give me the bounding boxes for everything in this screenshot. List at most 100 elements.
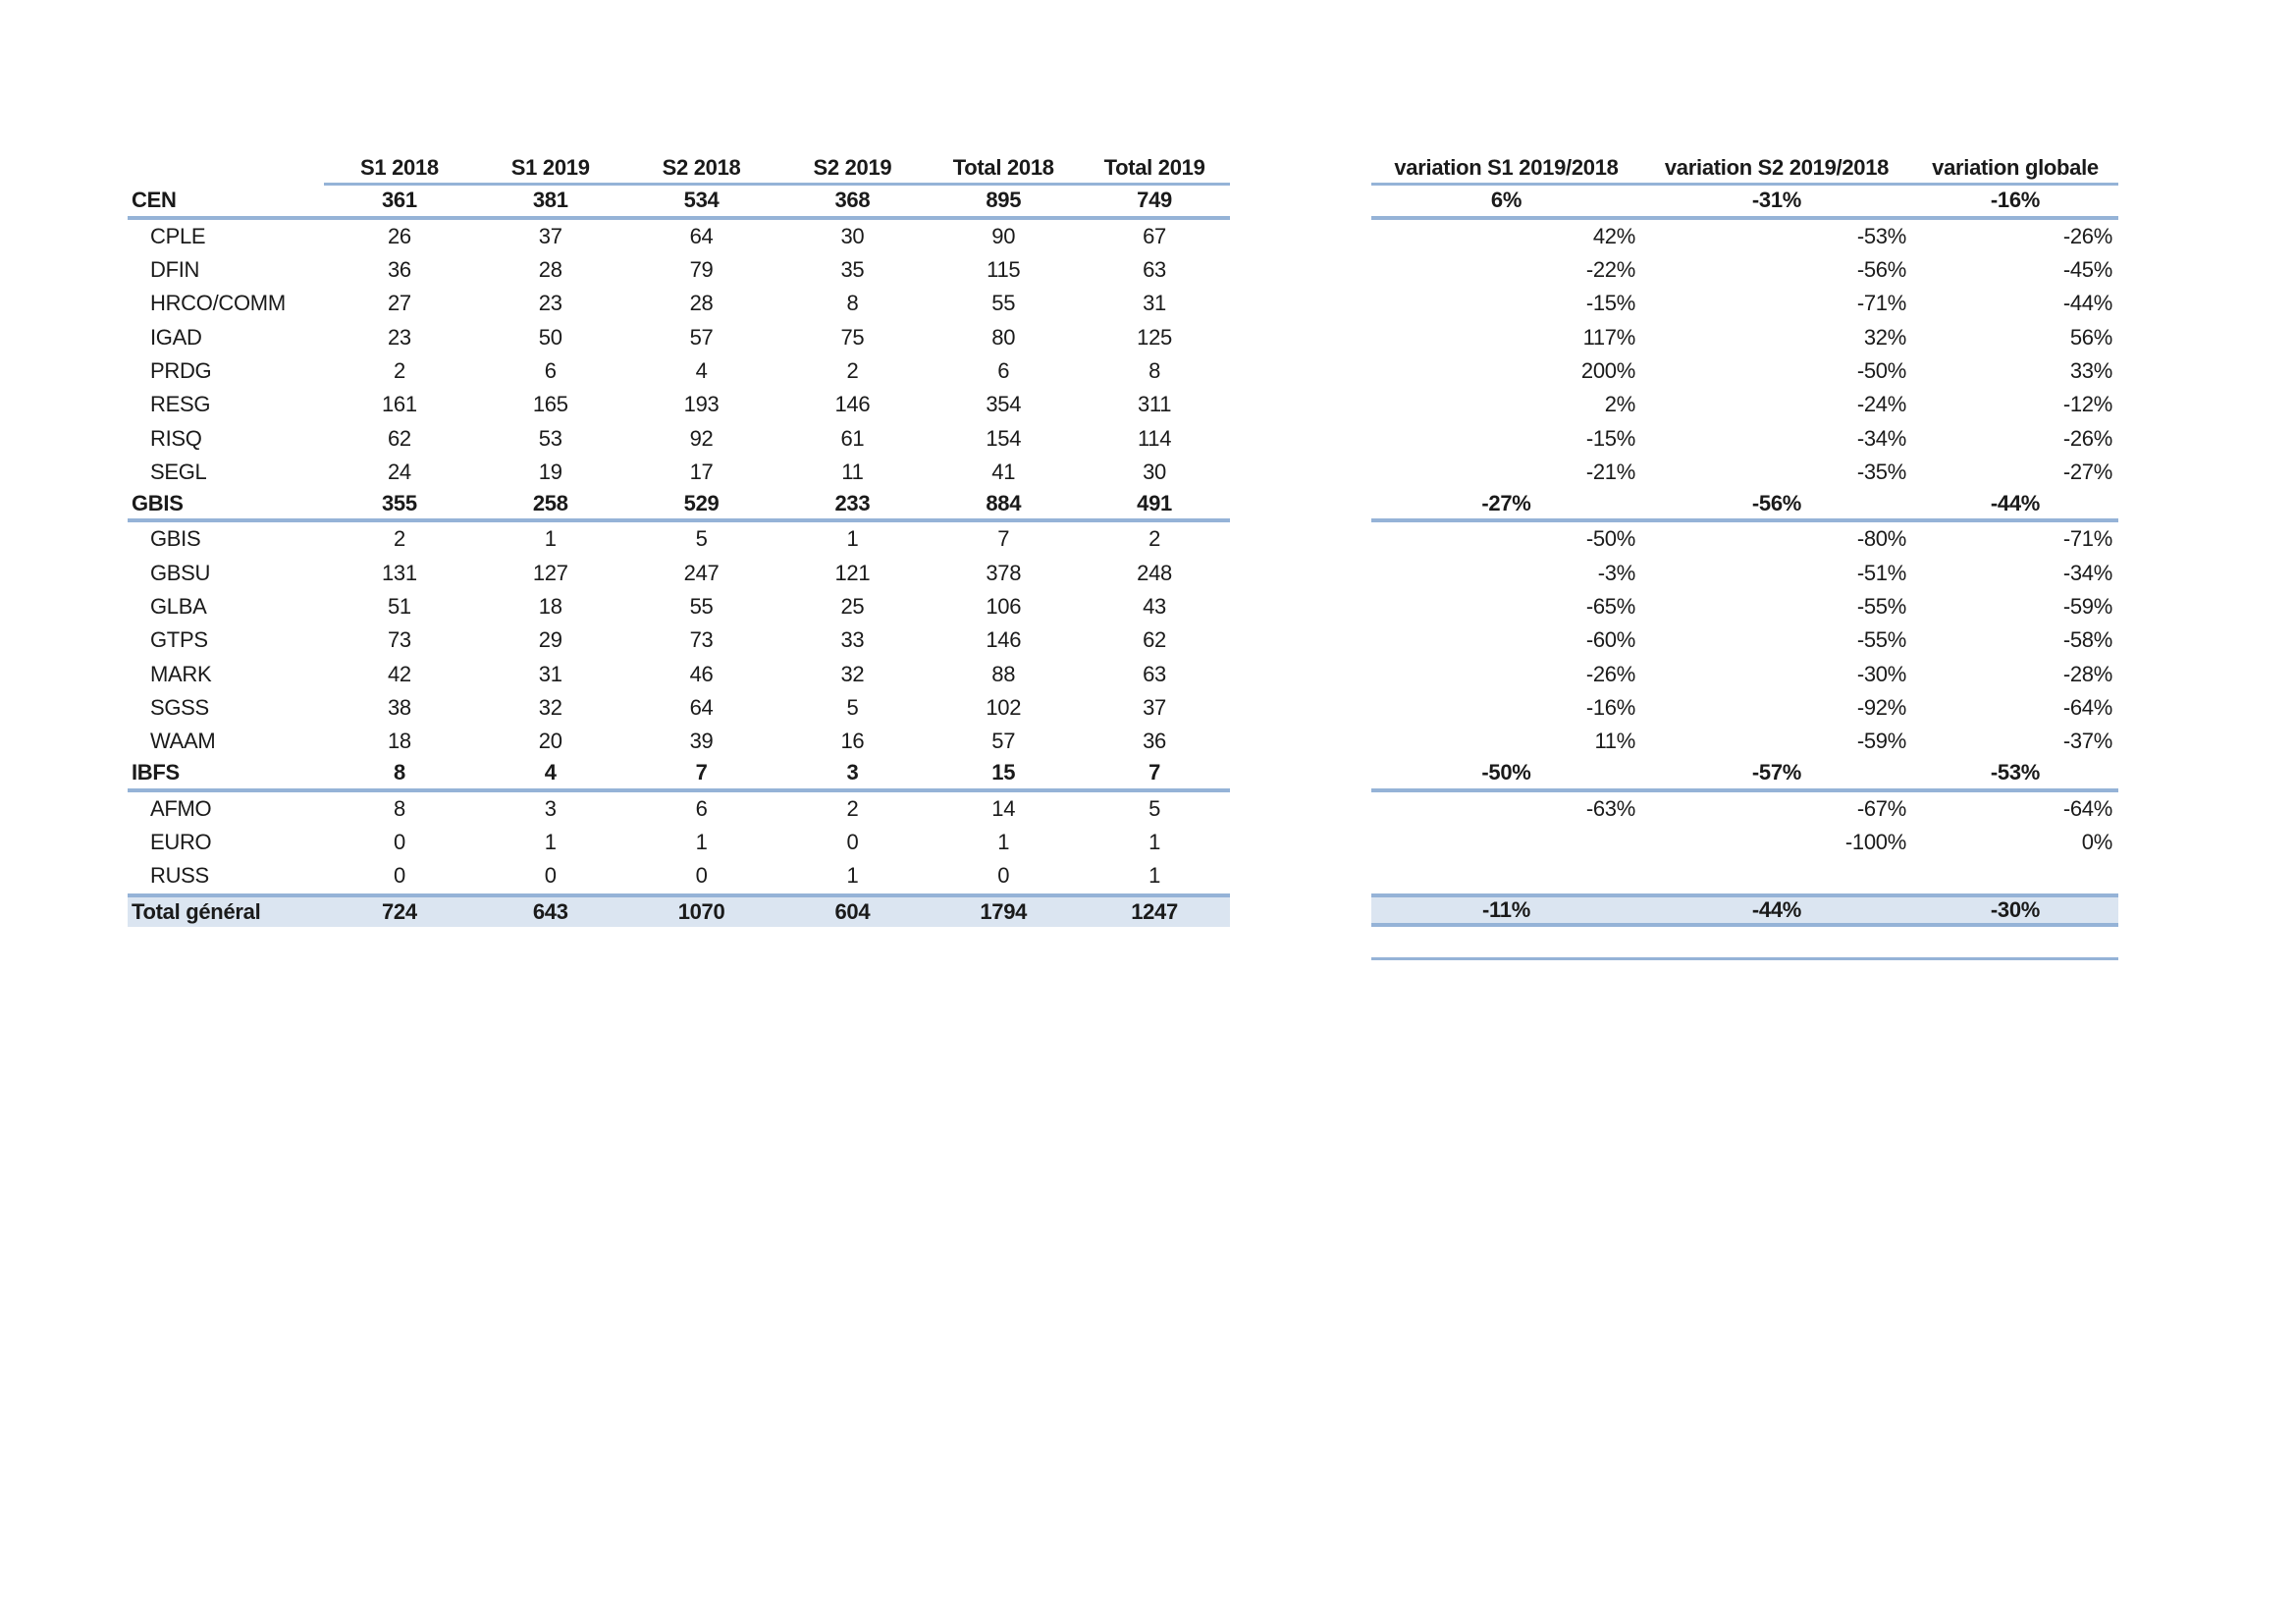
variation-cell (1641, 859, 1912, 893)
value-cell: 102 (986, 694, 1022, 720)
variation-cell: 42% (1592, 223, 1635, 248)
variation-cell: -44% (1990, 491, 2041, 516)
value-cell: 2 (1148, 526, 1161, 552)
variation-cell: -11% (1482, 896, 1530, 922)
counts-rows: CEN 361 381 534 368 895 749 CPLE 26 37 64 30 90 67 DFI… (128, 186, 1230, 927)
variation-cell: -51% (1856, 560, 1906, 585)
value-cell: 46 (689, 661, 714, 686)
value-cell: 67 (1143, 223, 1166, 248)
row-label: DFIN (150, 257, 200, 283)
value-cell: 106 (986, 594, 1022, 619)
value-cell: 26 (387, 223, 411, 248)
value-cell: 32 (840, 661, 865, 686)
variation-cell: -100% (1844, 830, 1906, 855)
row-label: GBIS (150, 526, 201, 552)
variation-cell: -57% (1751, 760, 1802, 785)
value-cell: 1 (846, 526, 859, 552)
row-label: CPLE (150, 223, 206, 248)
value-cell: 24 (387, 459, 411, 484)
variation-cell: -28% (2062, 661, 2112, 686)
value-cell: 0 (846, 830, 859, 855)
table-row: SEGL 24 19 17 11 41 30 (128, 456, 1230, 489)
row-label: AFMO (150, 795, 212, 821)
table-row: -26% -30% -28% (1371, 657, 2118, 690)
table-row: -50% -80% -71% (1371, 522, 2118, 556)
variation-cell: 56% (2069, 324, 2112, 350)
column-header-variation-s2: variation S2 2019/2018 (1664, 154, 1890, 180)
table-row: WAAM 18 20 39 16 57 36 (128, 725, 1230, 758)
value-cell: 33 (840, 627, 865, 653)
value-cell: 529 (683, 491, 720, 516)
value-cell: 73 (689, 627, 714, 653)
row-label: PRDG (150, 357, 212, 383)
variation-cell: -50% (1585, 526, 1635, 552)
variation-cell: -55% (1856, 627, 1906, 653)
table-row: -60% -55% -58% (1371, 623, 2118, 657)
variation-cell: -26% (2062, 425, 2112, 451)
variation-cell: -65% (1585, 594, 1635, 619)
table-row: GTPS 73 29 73 33 146 62 (128, 623, 1230, 657)
value-cell: 5 (846, 694, 859, 720)
variation-cell (1371, 859, 1641, 893)
table-row: -22% -56% -45% (1371, 253, 2118, 287)
counts-header-row: S1 2018 S1 2019 S2 2018 S2 2019 Total 20… (128, 152, 1230, 187)
value-cell: 29 (538, 627, 562, 653)
value-cell: 1 (846, 863, 859, 889)
table-row: IGAD 23 50 57 75 80 125 (128, 320, 1230, 353)
value-cell: 643 (532, 898, 568, 924)
value-cell: 2 (846, 795, 859, 821)
variation-cell: -71% (1856, 291, 1906, 316)
table-row: GLBA 51 18 55 25 106 43 (128, 590, 1230, 623)
variation-cell: 200% (1580, 357, 1635, 383)
value-cell: 1 (695, 830, 708, 855)
row-label: GTPS (150, 627, 208, 653)
value-cell: 121 (834, 560, 871, 585)
column-header-s2-2019: S2 2019 (776, 152, 929, 187)
value-cell: 57 (689, 324, 714, 350)
row-label: GBIS (132, 491, 184, 516)
value-cell: 42 (387, 661, 411, 686)
value-cell: 884 (986, 491, 1022, 516)
row-label: IBFS (132, 760, 180, 785)
variation-cell (1912, 859, 2118, 893)
value-cell: 28 (689, 291, 714, 316)
value-cell: 6 (695, 795, 708, 821)
value-cell: 0 (393, 830, 405, 855)
variation-cell: 6% (1490, 188, 1522, 213)
table-row: -15% -34% -26% (1371, 421, 2118, 455)
variation-cell: -26% (2062, 223, 2112, 248)
value-cell: 63 (1143, 257, 1166, 283)
variation-cell: 11% (1594, 729, 1636, 754)
value-cell: 25 (840, 594, 865, 619)
value-cell: 8 (393, 795, 405, 821)
variation-cell: -92% (1856, 694, 1906, 720)
value-cell: 1 (1148, 830, 1161, 855)
variation-cell: -34% (2062, 560, 2112, 585)
value-cell: 8 (1148, 357, 1161, 383)
variation-cell: -56% (1856, 257, 1906, 283)
table-row: 117% 32% 56% (1371, 320, 2118, 353)
value-cell: 311 (1137, 392, 1172, 417)
value-cell: 8 (393, 760, 405, 785)
value-cell: 92 (689, 425, 714, 451)
table-row: AFMO 8 3 6 2 14 5 (128, 792, 1230, 826)
variation-cell: -21% (1585, 459, 1635, 484)
value-cell: 14 (991, 795, 1016, 821)
variation-cell: -45% (2062, 257, 2112, 283)
variation-cell: 117% (1582, 324, 1636, 350)
row-label: SGSS (150, 694, 209, 720)
variation-cell: -16% (1990, 188, 2041, 213)
value-cell: 20 (538, 729, 562, 754)
value-cell: 37 (1143, 694, 1166, 720)
value-cell: 7 (695, 760, 708, 785)
table-row: RUSS 0 0 0 1 0 1 (128, 859, 1230, 893)
value-cell: 355 (382, 491, 417, 516)
variation-cell (1371, 826, 1641, 859)
value-cell: 75 (840, 324, 865, 350)
value-cell: 32 (538, 694, 562, 720)
value-cell: 35 (840, 257, 865, 283)
value-cell: 73 (387, 627, 411, 653)
row-label: WAAM (150, 729, 216, 754)
value-cell: 50 (538, 324, 562, 350)
